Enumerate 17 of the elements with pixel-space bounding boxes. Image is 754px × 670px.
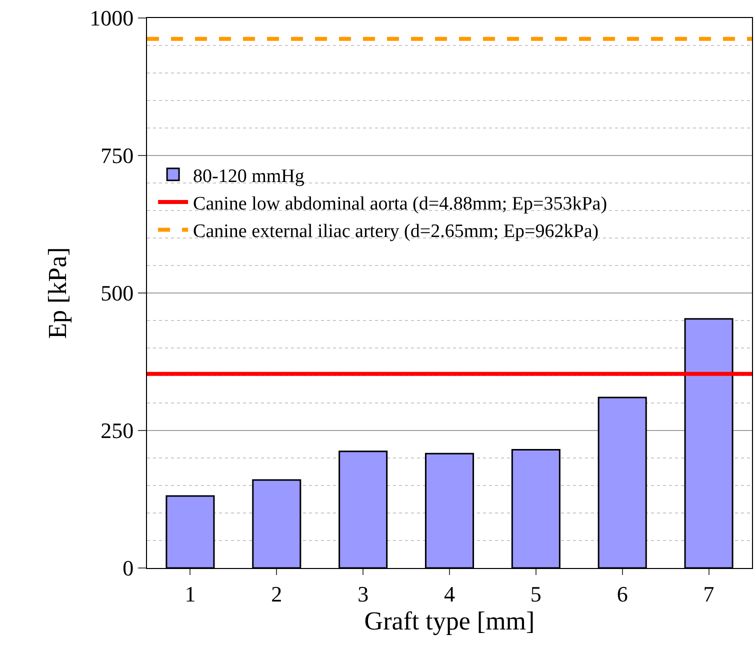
x-tick-label: 2: [271, 581, 282, 606]
x-axis-title: Graft type [mm]: [364, 606, 535, 636]
y-tick-label: 750: [100, 143, 134, 168]
y-axis-title: Ep [kPa]: [43, 247, 72, 339]
x-tick-label: 1: [184, 581, 196, 606]
legend-label: 80-120 mmHg: [193, 166, 305, 187]
y-tick-label: 1000: [90, 6, 134, 31]
legend-label: Canine external iliac artery (d=2.65mm; Ep=962kPa): [193, 221, 599, 242]
y-tick-label: 250: [100, 418, 134, 444]
x-tick-label: 3: [358, 581, 369, 606]
x-tick-label: 7: [703, 581, 714, 606]
x-tick-label: 6: [616, 581, 628, 606]
x-tick-label: 4: [444, 581, 455, 606]
x-tick-label: 5: [530, 581, 542, 606]
legend-label: Canine low abdominal aorta (d=4.88mm; Ep=353kPa): [193, 193, 608, 214]
y-tick-label: 0: [122, 556, 134, 581]
y-tick-label: 500: [100, 280, 134, 306]
